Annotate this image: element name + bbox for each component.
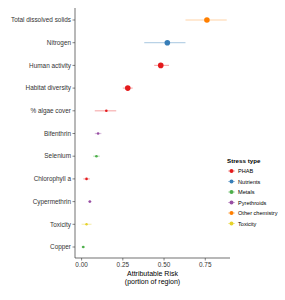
y-tick xyxy=(73,201,76,202)
marks xyxy=(82,17,227,248)
legend-marker xyxy=(230,211,234,215)
legend-label: Metals xyxy=(238,189,255,195)
point xyxy=(158,63,164,69)
category-label: Nitrogen xyxy=(47,39,72,47)
y-axis-line xyxy=(75,8,76,258)
x-axis-title: Attributable Risk xyxy=(127,270,178,277)
category-label: Selenium xyxy=(44,152,71,159)
legend-marker xyxy=(230,190,234,194)
y-tick xyxy=(73,247,76,248)
category-label: Habitat diversity xyxy=(26,84,72,92)
x-tick-label: 0.00 xyxy=(75,261,88,268)
point xyxy=(85,223,87,225)
legend-label: Nutrients xyxy=(238,179,261,185)
x-tick-label: 0.25 xyxy=(117,261,130,268)
category-label: Toxicity xyxy=(50,221,72,229)
legend-label: Other chemistry xyxy=(238,210,278,216)
legend-label: PHAB xyxy=(238,168,254,174)
point xyxy=(125,85,131,91)
category-label: Human activity xyxy=(29,62,72,70)
point xyxy=(105,110,108,113)
legend-marker xyxy=(230,222,234,226)
x-tick-label: 0.75 xyxy=(199,261,212,268)
point xyxy=(85,178,88,181)
point xyxy=(95,155,98,158)
y-tick xyxy=(73,110,76,111)
point xyxy=(97,132,100,135)
y-tick xyxy=(73,88,76,89)
error-bar xyxy=(88,201,91,202)
category-label: Copper xyxy=(50,243,72,251)
category-label: Bifenthrin xyxy=(44,130,71,137)
category-label: Cypermethrin xyxy=(33,198,72,206)
legend-marker xyxy=(230,169,234,173)
error-bar xyxy=(93,156,100,157)
legend-label: Pyrethroids xyxy=(238,200,266,206)
legend-label: Toxicity xyxy=(238,221,257,227)
y-tick xyxy=(73,65,76,66)
x-axis-title: (portion of region) xyxy=(125,278,180,286)
chart-canvas: Total dissolved solids Nitrogen Human acti… xyxy=(0,0,285,300)
y-tick xyxy=(73,42,76,43)
y-tick xyxy=(73,156,76,157)
y-tick xyxy=(73,20,76,21)
y-tick xyxy=(73,224,76,225)
x-axis-line xyxy=(75,258,230,259)
legend-marker xyxy=(230,201,234,205)
point xyxy=(204,17,210,23)
y-tick xyxy=(73,133,76,134)
point xyxy=(82,246,85,249)
category-label: Chlorophyll a xyxy=(34,175,72,183)
point xyxy=(89,200,92,203)
error-bar xyxy=(82,224,92,225)
y-tick xyxy=(73,178,76,179)
error-bar xyxy=(95,110,116,111)
category-label: Total dissolved solids xyxy=(11,16,71,23)
error-bar xyxy=(82,246,85,247)
x-tick-label: 0.50 xyxy=(158,261,171,268)
error-bar xyxy=(95,133,102,134)
error-bar xyxy=(83,178,90,179)
category-label: % algae cover xyxy=(31,107,72,115)
point xyxy=(165,40,171,46)
legend-marker xyxy=(230,180,234,184)
legend-title: Stress type xyxy=(227,157,261,164)
